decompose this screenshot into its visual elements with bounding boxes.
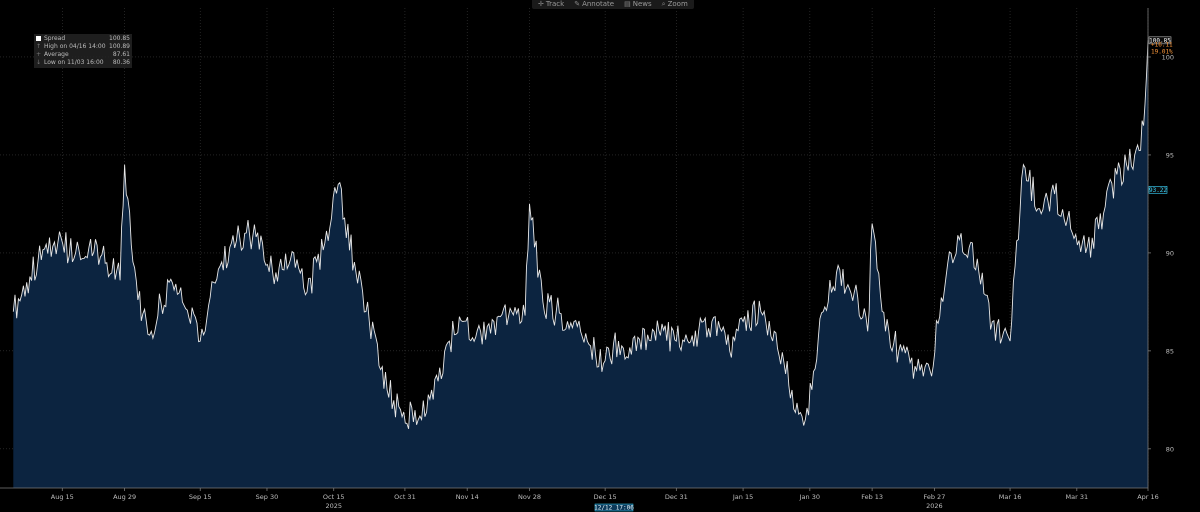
x-tick-label: Oct 31 bbox=[394, 493, 416, 501]
annotate-label: Annotate bbox=[582, 0, 615, 8]
y-tick-label: 100 bbox=[1162, 53, 1174, 61]
chart-toolbar: ✛ Track ✎ Annotate ▤ News ⌕ Zoom bbox=[532, 0, 694, 9]
low-marker-icon: ↓ bbox=[36, 59, 42, 66]
spread-area-fill bbox=[13, 40, 1148, 489]
last-value-text: 100.85 bbox=[1149, 38, 1171, 45]
legend-average-label: Average bbox=[44, 51, 69, 58]
chart-legend: Spread 100.85 ↑ High on 04/16 14:00 100.8… bbox=[34, 34, 132, 68]
legend-low-value: 80.36 bbox=[112, 59, 130, 66]
legend-row-average: + Average 87.61 bbox=[36, 51, 130, 59]
legend-row-low: ↓ Low on 11/03 16:00 80.36 bbox=[36, 59, 130, 67]
last-value-tag bbox=[1148, 36, 1172, 45]
x-tick-label: Nov 28 bbox=[518, 493, 541, 501]
news-button[interactable]: ▤ News bbox=[621, 0, 655, 9]
x-tick-label: Jan 15 bbox=[732, 493, 753, 501]
average-tag-text: 93.22 bbox=[1149, 187, 1167, 194]
x-tick-label: Oct 15 bbox=[323, 493, 345, 501]
y-tick-label: 90 bbox=[1166, 249, 1174, 257]
legend-row-spread[interactable]: Spread 100.85 bbox=[36, 35, 130, 43]
average-tag bbox=[1148, 186, 1168, 194]
news-label: News bbox=[632, 0, 652, 8]
legend-high-label: High on 04/16 14:00 bbox=[44, 43, 106, 50]
y-axis-ticks: 80 85 90 95 100 bbox=[1148, 53, 1174, 453]
spread-series-line bbox=[12, 40, 1149, 430]
change-abs-text: +16.11 bbox=[1151, 41, 1173, 48]
legend-low-label: Low on 11/03 16:00 bbox=[44, 59, 104, 66]
pencil-icon: ✎ bbox=[574, 0, 581, 8]
annotate-button[interactable]: ✎ Annotate bbox=[571, 0, 617, 9]
news-icon: ▤ bbox=[624, 0, 631, 8]
series-swatch bbox=[36, 36, 41, 41]
legend-row-high: ↑ High on 04/16 14:00 100.89 bbox=[36, 43, 130, 51]
x-axis-ticks: Aug 15 Aug 29 Sep 15 Sep 30 Oct 15 Oct 31 Nov … bbox=[51, 488, 1159, 510]
track-button[interactable]: ✛ Track bbox=[535, 0, 567, 9]
x-tick-label: Nov 14 bbox=[456, 493, 479, 501]
magnifier-icon: ⌕ bbox=[661, 0, 666, 8]
crosshair-icon: ✛ bbox=[538, 0, 544, 8]
x-tick-label: Mar 16 bbox=[999, 493, 1022, 501]
high-marker-icon: ↑ bbox=[36, 43, 42, 50]
change-pct-text: 19.01% bbox=[1151, 48, 1173, 55]
x-tick-label: Dec 31 bbox=[665, 493, 688, 501]
legend-spread-value: 100.85 bbox=[109, 35, 130, 42]
x-tick-label: Aug 29 bbox=[113, 493, 136, 501]
x-tick-label: Apr 16 bbox=[1137, 493, 1159, 501]
x-tick-label: Feb 13 bbox=[861, 493, 883, 501]
legend-high-value: 100.89 bbox=[109, 43, 130, 50]
track-label: Track bbox=[545, 0, 565, 8]
x-tick-label: Dec 15 bbox=[594, 493, 617, 501]
x-year-label: 2026 bbox=[926, 502, 943, 510]
x-tick-label: Feb 27 bbox=[923, 493, 945, 501]
average-marker-icon: + bbox=[36, 51, 42, 58]
y-tick-label: 80 bbox=[1166, 445, 1174, 453]
x-tick-label: Mar 31 bbox=[1066, 493, 1089, 501]
legend-average-value: 87.61 bbox=[112, 51, 130, 58]
cursor-date-tag bbox=[594, 503, 634, 512]
x-tick-label: Sep 30 bbox=[256, 493, 279, 501]
x-tick-label: Aug 15 bbox=[51, 493, 74, 501]
zoom-label: Zoom bbox=[667, 0, 688, 8]
y-tick-label: 85 bbox=[1166, 347, 1174, 355]
x-tick-label: Jan 30 bbox=[799, 493, 820, 501]
legend-spread-label: Spread bbox=[44, 35, 66, 42]
cursor-date-text: 12/12 17:06 bbox=[594, 505, 634, 512]
x-year-label: 2025 bbox=[325, 502, 342, 510]
zoom-button[interactable]: ⌕ Zoom bbox=[659, 0, 691, 9]
x-tick-label: Sep 15 bbox=[189, 493, 212, 501]
y-tick-label: 95 bbox=[1166, 151, 1174, 159]
